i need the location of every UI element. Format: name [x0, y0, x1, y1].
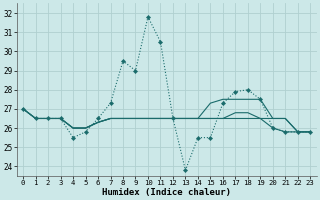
- X-axis label: Humidex (Indice chaleur): Humidex (Indice chaleur): [102, 188, 231, 197]
